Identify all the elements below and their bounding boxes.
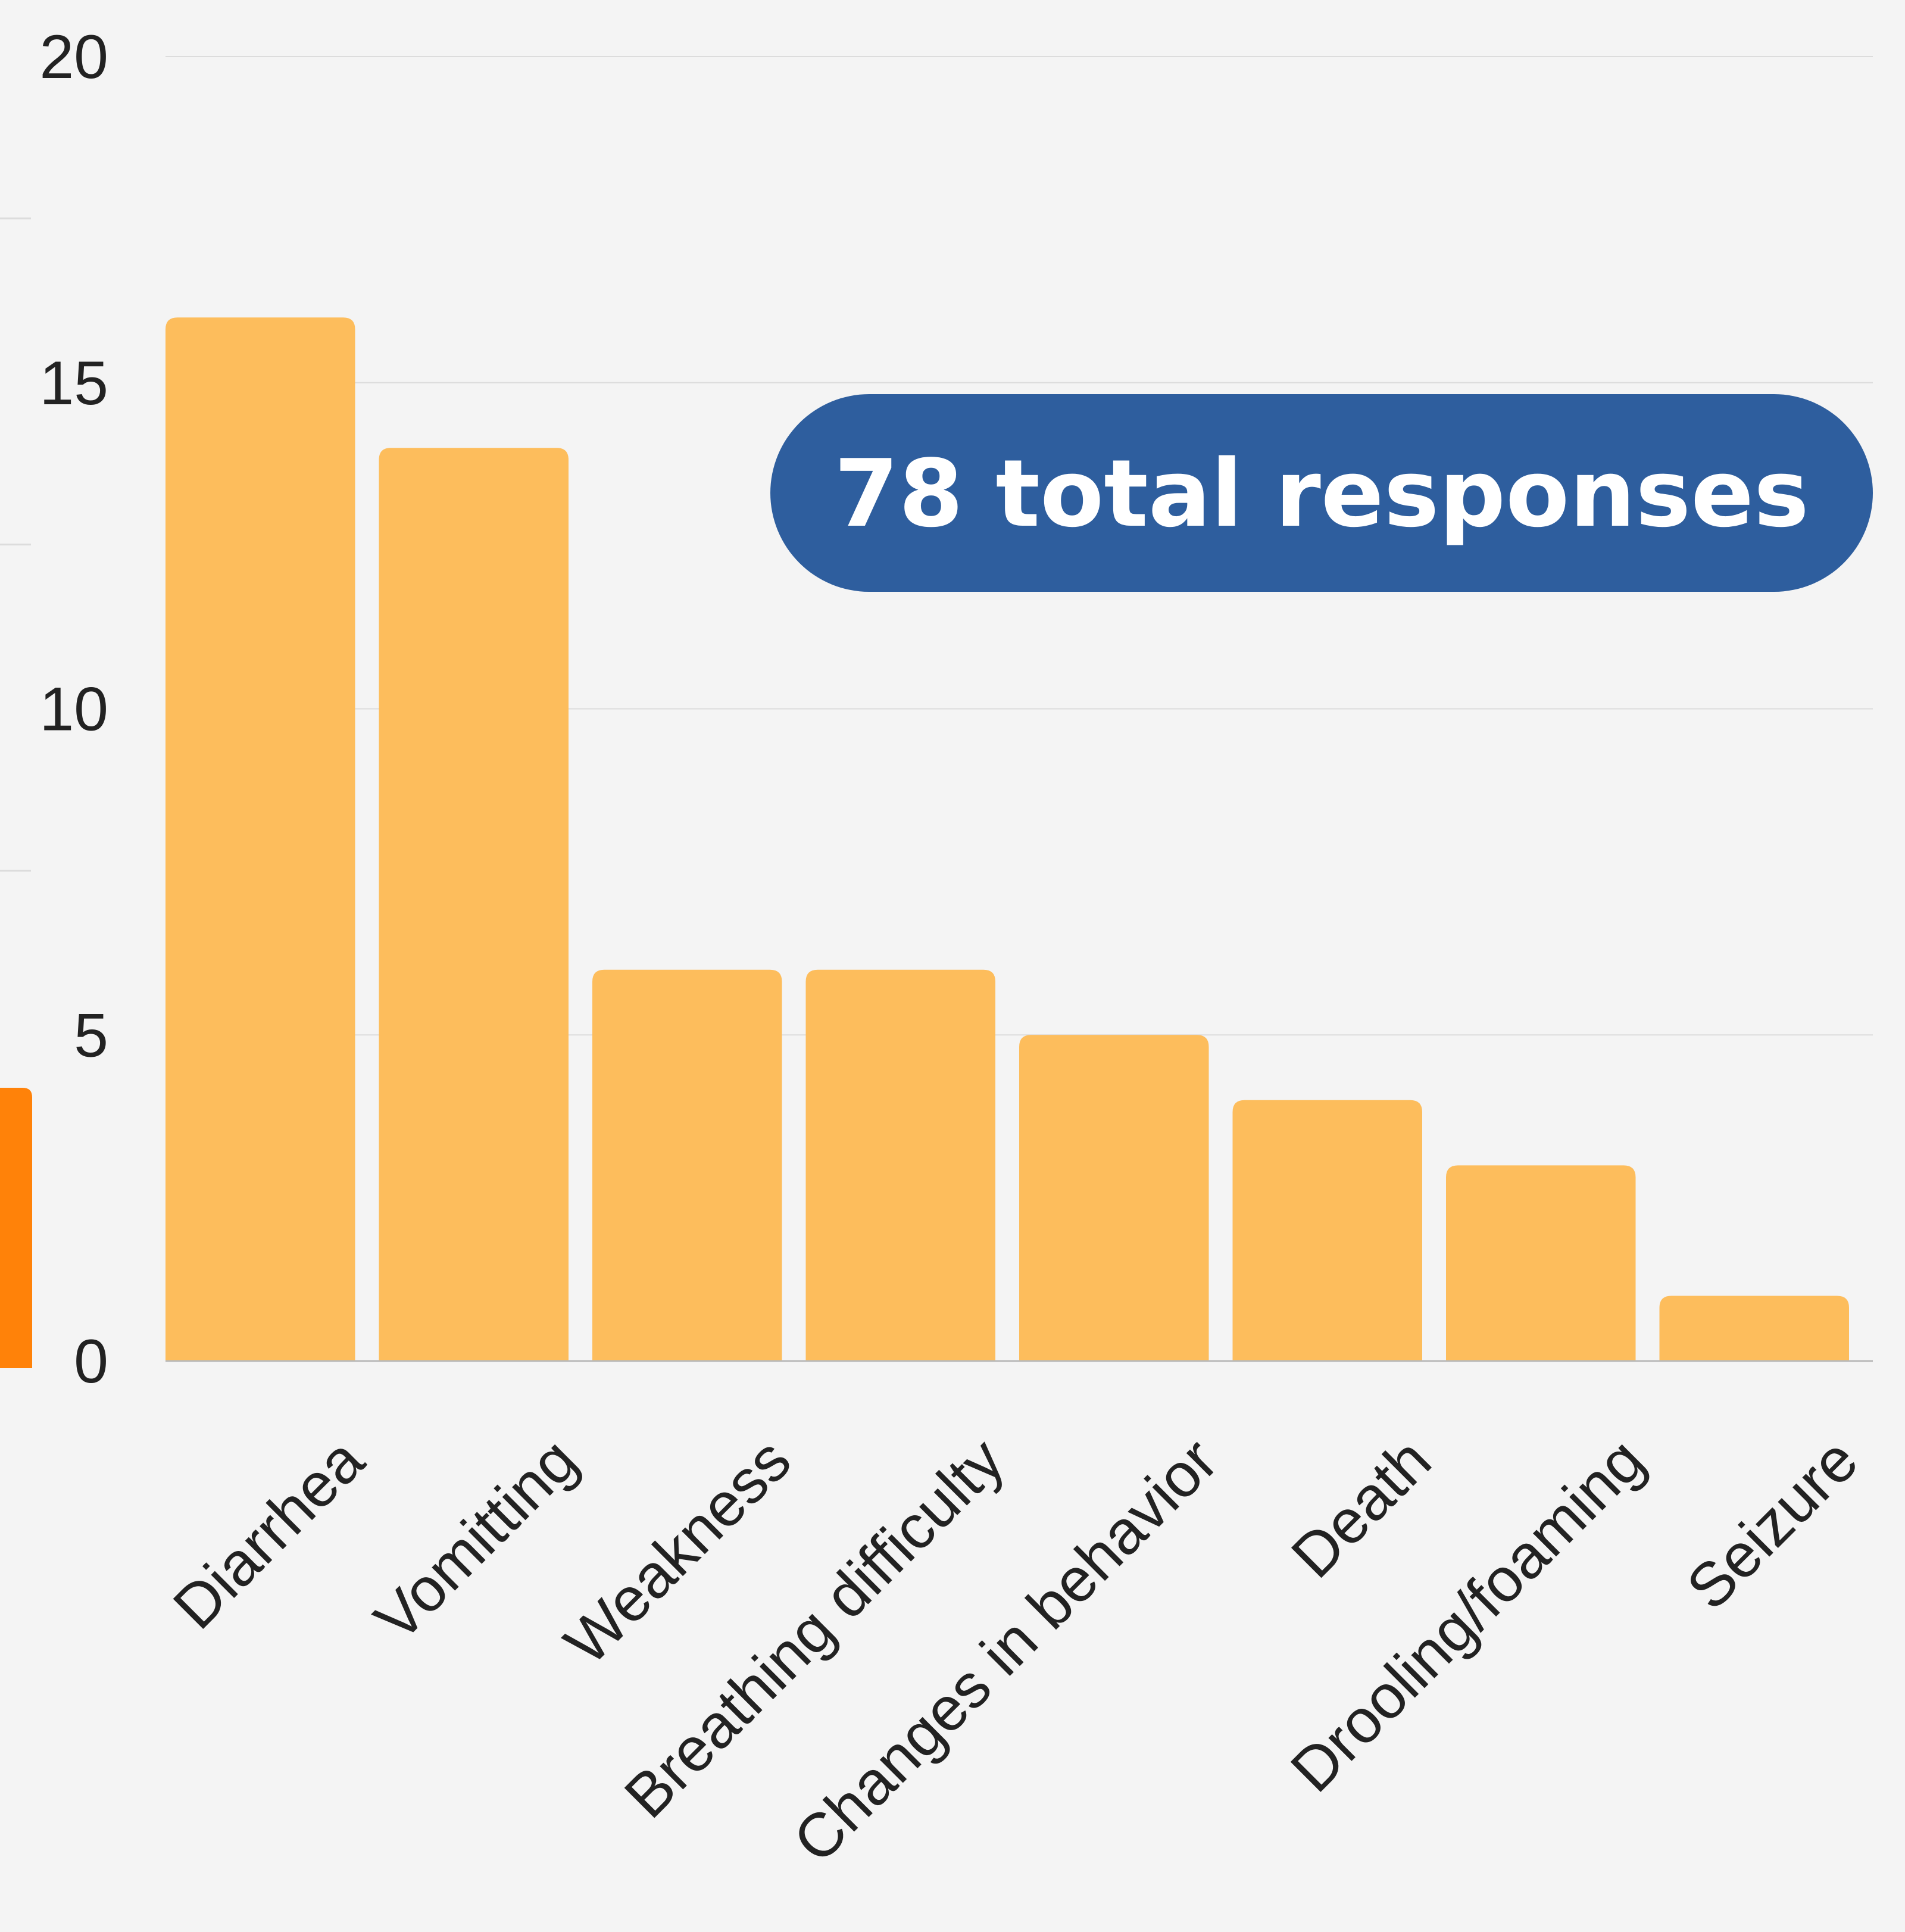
bar-drooling-foaming bbox=[1446, 1165, 1636, 1361]
badge-background bbox=[770, 394, 1873, 592]
y-tick-label: 0 bbox=[74, 1327, 108, 1396]
badge-text: 78 total responses bbox=[834, 439, 1809, 548]
x-tick-label: Diarrhea bbox=[160, 1425, 377, 1642]
bar-death bbox=[1232, 1100, 1422, 1361]
bar-seizure bbox=[1659, 1296, 1849, 1361]
x-tick-label: Breathing difficulty bbox=[611, 1425, 1017, 1831]
y-tick-label: 20 bbox=[39, 23, 108, 92]
bar-breathing-difficulty bbox=[805, 969, 995, 1361]
bar-diarrhea bbox=[165, 317, 355, 1362]
bar-changes-in-behavior bbox=[1019, 1035, 1209, 1361]
y-tick-label: 15 bbox=[39, 349, 108, 418]
x-tick-label: Drooling/foaming bbox=[1278, 1425, 1658, 1805]
side-accent-bar bbox=[0, 1088, 32, 1368]
x-tick-label: Death bbox=[1279, 1425, 1444, 1591]
y-tick-label: 10 bbox=[39, 675, 108, 744]
bar-vomitting bbox=[379, 448, 569, 1361]
x-tick-label: Changes in behavior bbox=[780, 1425, 1231, 1876]
y-tick-label: 5 bbox=[74, 1001, 108, 1070]
bar-weakness bbox=[592, 969, 782, 1361]
total-responses-badge: 78 total responses bbox=[770, 394, 1873, 592]
x-tick-label: Vomitting bbox=[362, 1425, 591, 1655]
x-tick-label: Seizure bbox=[1674, 1425, 1871, 1622]
